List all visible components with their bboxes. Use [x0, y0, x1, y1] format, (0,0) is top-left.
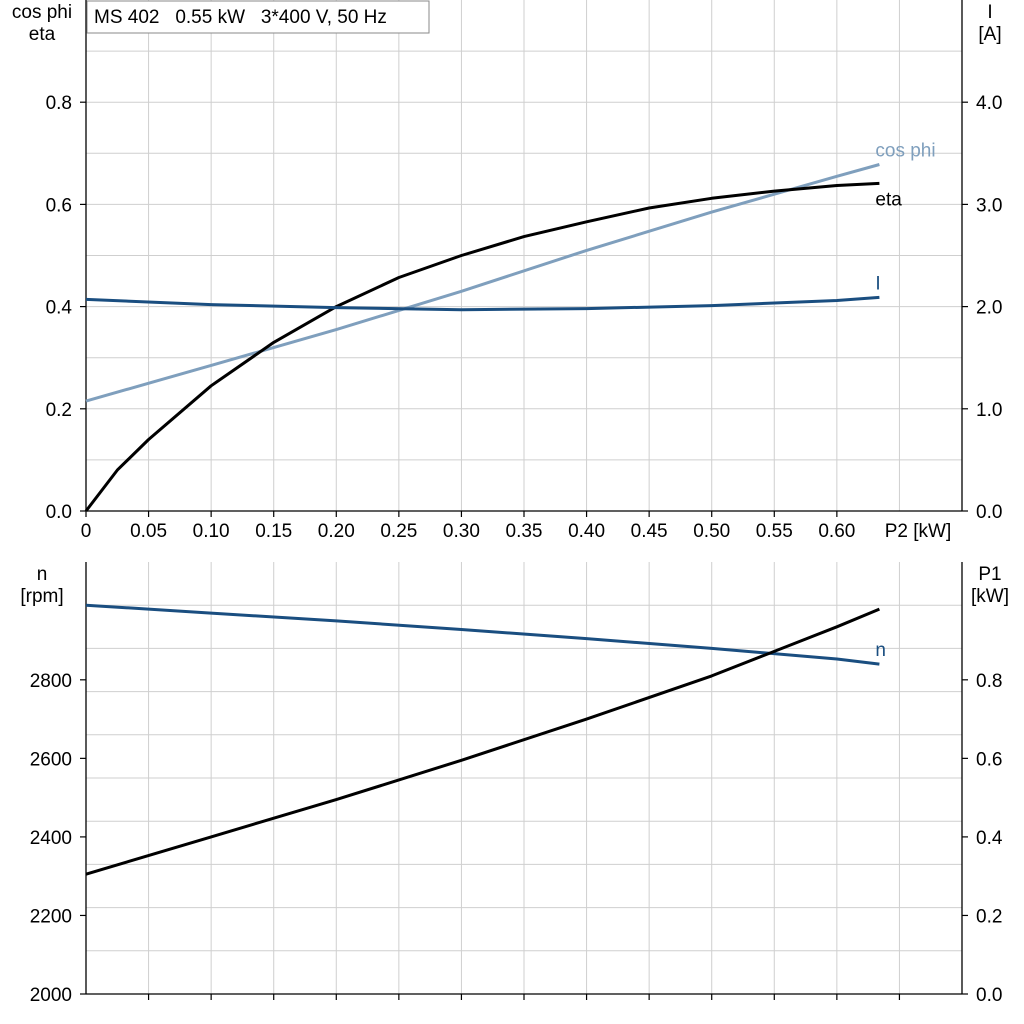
x-tick-label: 0	[81, 521, 92, 542]
x-tick-label: 0.15	[255, 521, 292, 542]
series-label-n: n	[875, 640, 886, 661]
series-label-eta: eta	[875, 189, 902, 210]
x-tick-label: 0.30	[443, 521, 480, 542]
y-right-tick-label: 4.0	[976, 93, 1002, 114]
x-tick-label: 0.10	[193, 521, 230, 542]
title-box-frame	[86, 0, 430, 34]
y-right-tick-label: 3.0	[976, 195, 1002, 216]
y-right-tick-label: 0.2	[976, 906, 1002, 927]
y-right-axis-unit: [A]	[978, 24, 1001, 45]
y-left-tick-label: 2600	[30, 749, 72, 770]
y-right-axis-unit: [kW]	[971, 586, 1009, 607]
y-right-tick-label: 0.8	[976, 671, 1002, 692]
y-left-axis-unit: eta	[29, 24, 56, 45]
x-tick-label: 0.25	[380, 521, 417, 542]
series-line-eta	[84, 181, 880, 512]
series-line-p1	[85, 607, 880, 876]
x-tick-label: 0.55	[756, 521, 793, 542]
title-box: MS 402 0.55 kW 3*400 V, 50 Hz	[86, 0, 430, 34]
x-tick-label: 0.60	[818, 521, 855, 542]
chart-title: MS 402 0.55 kW 3*400 V, 50 Hz	[94, 7, 387, 28]
series-label-cos-phi: cos phi	[875, 141, 935, 162]
y-right-tick-label: 0.0	[976, 502, 1002, 523]
series-line-i	[85, 295, 880, 312]
y-left-axis-title: cos phi	[12, 2, 72, 23]
x-tick-label: 0.50	[693, 521, 730, 542]
y-left-tick-label: 2000	[30, 985, 72, 1006]
y-right-axis-title: P1	[978, 564, 1001, 585]
y-right-tick-label: 2.0	[976, 298, 1002, 319]
y-left-tick-label: 0.2	[46, 400, 72, 421]
series-line-n	[85, 603, 880, 666]
series-line-cos-phi	[85, 163, 880, 403]
y-left-tick-label: 2200	[30, 906, 72, 927]
x-tick-label: 0.45	[631, 521, 668, 542]
x-tick-label: 0.35	[506, 521, 543, 542]
y-left-axis-title: n	[37, 564, 48, 585]
x-tick-label: 0.40	[568, 521, 605, 542]
grid	[86, 0, 962, 511]
x-tick-label: 0.20	[318, 521, 355, 542]
bottom-panel: 200022002400260028000.00.20.40.60.8n[rpm…	[20, 562, 1009, 1006]
y-right-tick-label: 0.6	[976, 749, 1002, 770]
y-left-tick-label: 0.8	[46, 93, 72, 114]
series-label-i: I	[875, 273, 880, 294]
y-left-tick-label: 2400	[30, 828, 72, 849]
y-right-tick-label: 0.4	[976, 828, 1003, 849]
y-left-tick-label: 0.0	[46, 502, 72, 523]
y-left-tick-label: 0.6	[46, 195, 72, 216]
y-left-tick-label: 2800	[30, 671, 72, 692]
y-right-axis-title: I	[987, 2, 992, 23]
x-axis-title: P2 [kW]	[885, 521, 952, 542]
grid	[86, 562, 962, 994]
x-tick-label: 0.05	[130, 521, 167, 542]
y-left-tick-label: 0.4	[46, 298, 73, 319]
y-right-tick-label: 0.0	[976, 985, 1002, 1006]
y-left-axis-unit: [rpm]	[20, 586, 63, 607]
y-right-tick-label: 1.0	[976, 400, 1002, 421]
